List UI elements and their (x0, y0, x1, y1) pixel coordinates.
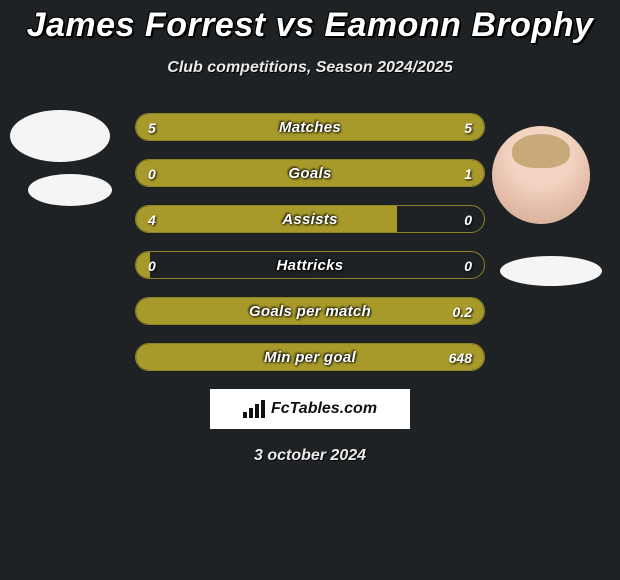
stat-row: 5Matches5 (135, 113, 485, 141)
stat-label: Goals per match (136, 298, 484, 324)
branding-text: FcTables.com (271, 400, 377, 418)
player1-avatar-placeholder (10, 110, 110, 162)
comparison-card: James Forrest vs Eamonn Brophy Club comp… (0, 0, 620, 580)
stat-label: Assists (136, 206, 484, 232)
player2-name: Eamonn Brophy (324, 6, 593, 44)
title-vs: vs (276, 6, 315, 44)
player1-shadow-ellipse (28, 174, 112, 206)
subtitle: Club competitions, Season 2024/2025 (0, 59, 620, 77)
stat-label: Hattricks (136, 252, 484, 278)
stat-value-right: 648 (449, 344, 472, 370)
stat-label: Goals (136, 160, 484, 186)
stat-row: 4Assists0 (135, 205, 485, 233)
stat-value-right: 0 (464, 252, 472, 278)
player1-name: James Forrest (27, 6, 266, 44)
player2-shadow-ellipse (500, 256, 602, 286)
stat-row: Min per goal648 (135, 343, 485, 371)
stat-value-right: 1 (464, 160, 472, 186)
page-title: James Forrest vs Eamonn Brophy (0, 6, 620, 45)
stat-value-right: 0 (464, 206, 472, 232)
stat-label: Min per goal (136, 344, 484, 370)
stat-label: Matches (136, 114, 484, 140)
stats-list: 5Matches50Goals14Assists00Hattricks0Goal… (135, 113, 485, 371)
stat-row: 0Hattricks0 (135, 251, 485, 279)
stat-row: Goals per match0.2 (135, 297, 485, 325)
stat-value-right: 5 (464, 114, 472, 140)
branding-badge: FcTables.com (210, 389, 410, 429)
bars-icon (243, 400, 265, 418)
date-label: 3 october 2024 (0, 447, 620, 465)
stat-value-right: 0.2 (453, 298, 472, 324)
player2-avatar (492, 126, 590, 224)
stat-row: 0Goals1 (135, 159, 485, 187)
